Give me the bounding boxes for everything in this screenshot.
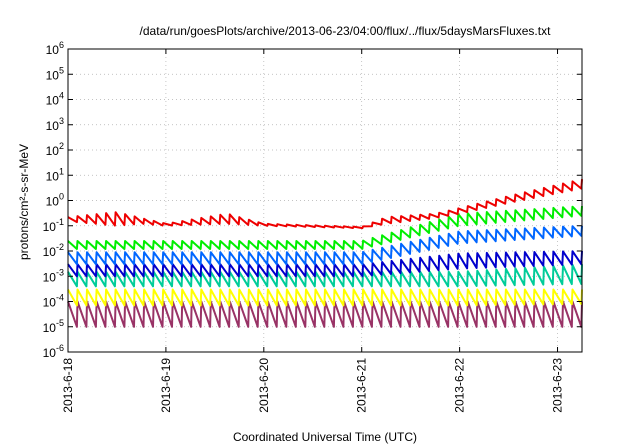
y-tick-label: 101: [46, 166, 64, 183]
series-line-1: [67, 288, 583, 307]
axes: 10-6 10-5 10-4 10-3 10-2 10-1 100 101 102 103 104 1…: [43, 40, 583, 413]
y-tick-label: 10-1: [43, 217, 64, 234]
y-tick-label: 102: [46, 141, 64, 158]
series-line-5: [67, 205, 583, 250]
plot-frame: [67, 48, 583, 353]
y-tick-label: 10-4: [43, 293, 64, 310]
y-tick-label: 104: [46, 91, 64, 108]
y-tick-label: 10-6: [43, 343, 64, 360]
x-tick-label: 2013-6-22: [453, 358, 467, 413]
chart-title: /data/run/goesPlots/archive/2013-06-23/0…: [140, 24, 552, 38]
y-tick-label: 100: [46, 192, 64, 209]
y-axis-label: protons/cm²-s-sr-MeV: [17, 144, 31, 260]
y-tick-label: 10-3: [43, 267, 64, 284]
y-tick-label: 10-2: [43, 242, 64, 259]
x-tick-label: 2013-6-20: [257, 358, 271, 413]
y-tick-label: 103: [46, 116, 64, 133]
y-tick-label: 106: [46, 40, 64, 57]
x-tick-label: 2013-6-21: [355, 358, 369, 413]
x-tick-label: 2013-6-23: [551, 358, 565, 413]
x-tick-label: 2013-6-19: [159, 358, 173, 413]
y-tick-label: 10-5: [43, 318, 64, 335]
x-axis-label: Coordinated Universal Time (UTC): [233, 430, 417, 444]
series-line-6: [67, 179, 583, 230]
series-line-4: [67, 225, 583, 266]
x-tick-label: 2013-6-18: [61, 358, 75, 413]
series-layer: [67, 179, 583, 328]
y-tick-label: 105: [46, 65, 64, 82]
